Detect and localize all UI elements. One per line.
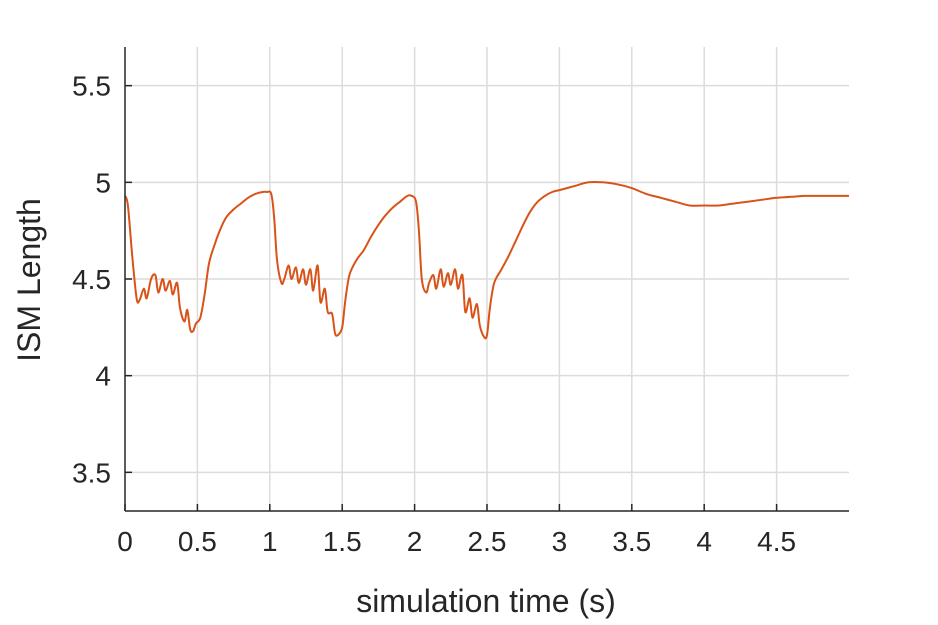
x-tick-label: 4 — [696, 526, 712, 557]
y-tick-label: 3.5 — [72, 457, 111, 488]
y-tick-label: 5 — [95, 167, 111, 198]
axes — [124, 47, 849, 512]
x-tick-label: 4.5 — [757, 526, 796, 557]
grid-lines — [125, 47, 849, 511]
x-tick-label: 0 — [117, 526, 133, 557]
tick-labels: 0 0.5 1 1.5 2 2.5 3 3.5 4 4.5 3.5 4 4.5 5 5.5 — [72, 71, 796, 557]
x-tick-label: 3 — [552, 526, 568, 557]
x-tick-label: 1.5 — [323, 526, 362, 557]
x-tick-label: 2.5 — [468, 526, 507, 557]
x-tick-label: 1 — [262, 526, 278, 557]
x-tick-label: 3.5 — [612, 526, 651, 557]
x-axis-label: simulation time (s) — [356, 583, 616, 619]
y-tick-label: 4 — [95, 361, 111, 392]
y-tick-label: 5.5 — [72, 71, 111, 102]
series-line — [124, 180, 849, 340]
y-axis-label: ISM Length — [11, 198, 47, 362]
y-tick-label: 4.5 — [72, 264, 111, 295]
x-tick-label: 2 — [407, 526, 423, 557]
series-layer — [124, 180, 849, 340]
x-tick-label: 0.5 — [178, 526, 217, 557]
